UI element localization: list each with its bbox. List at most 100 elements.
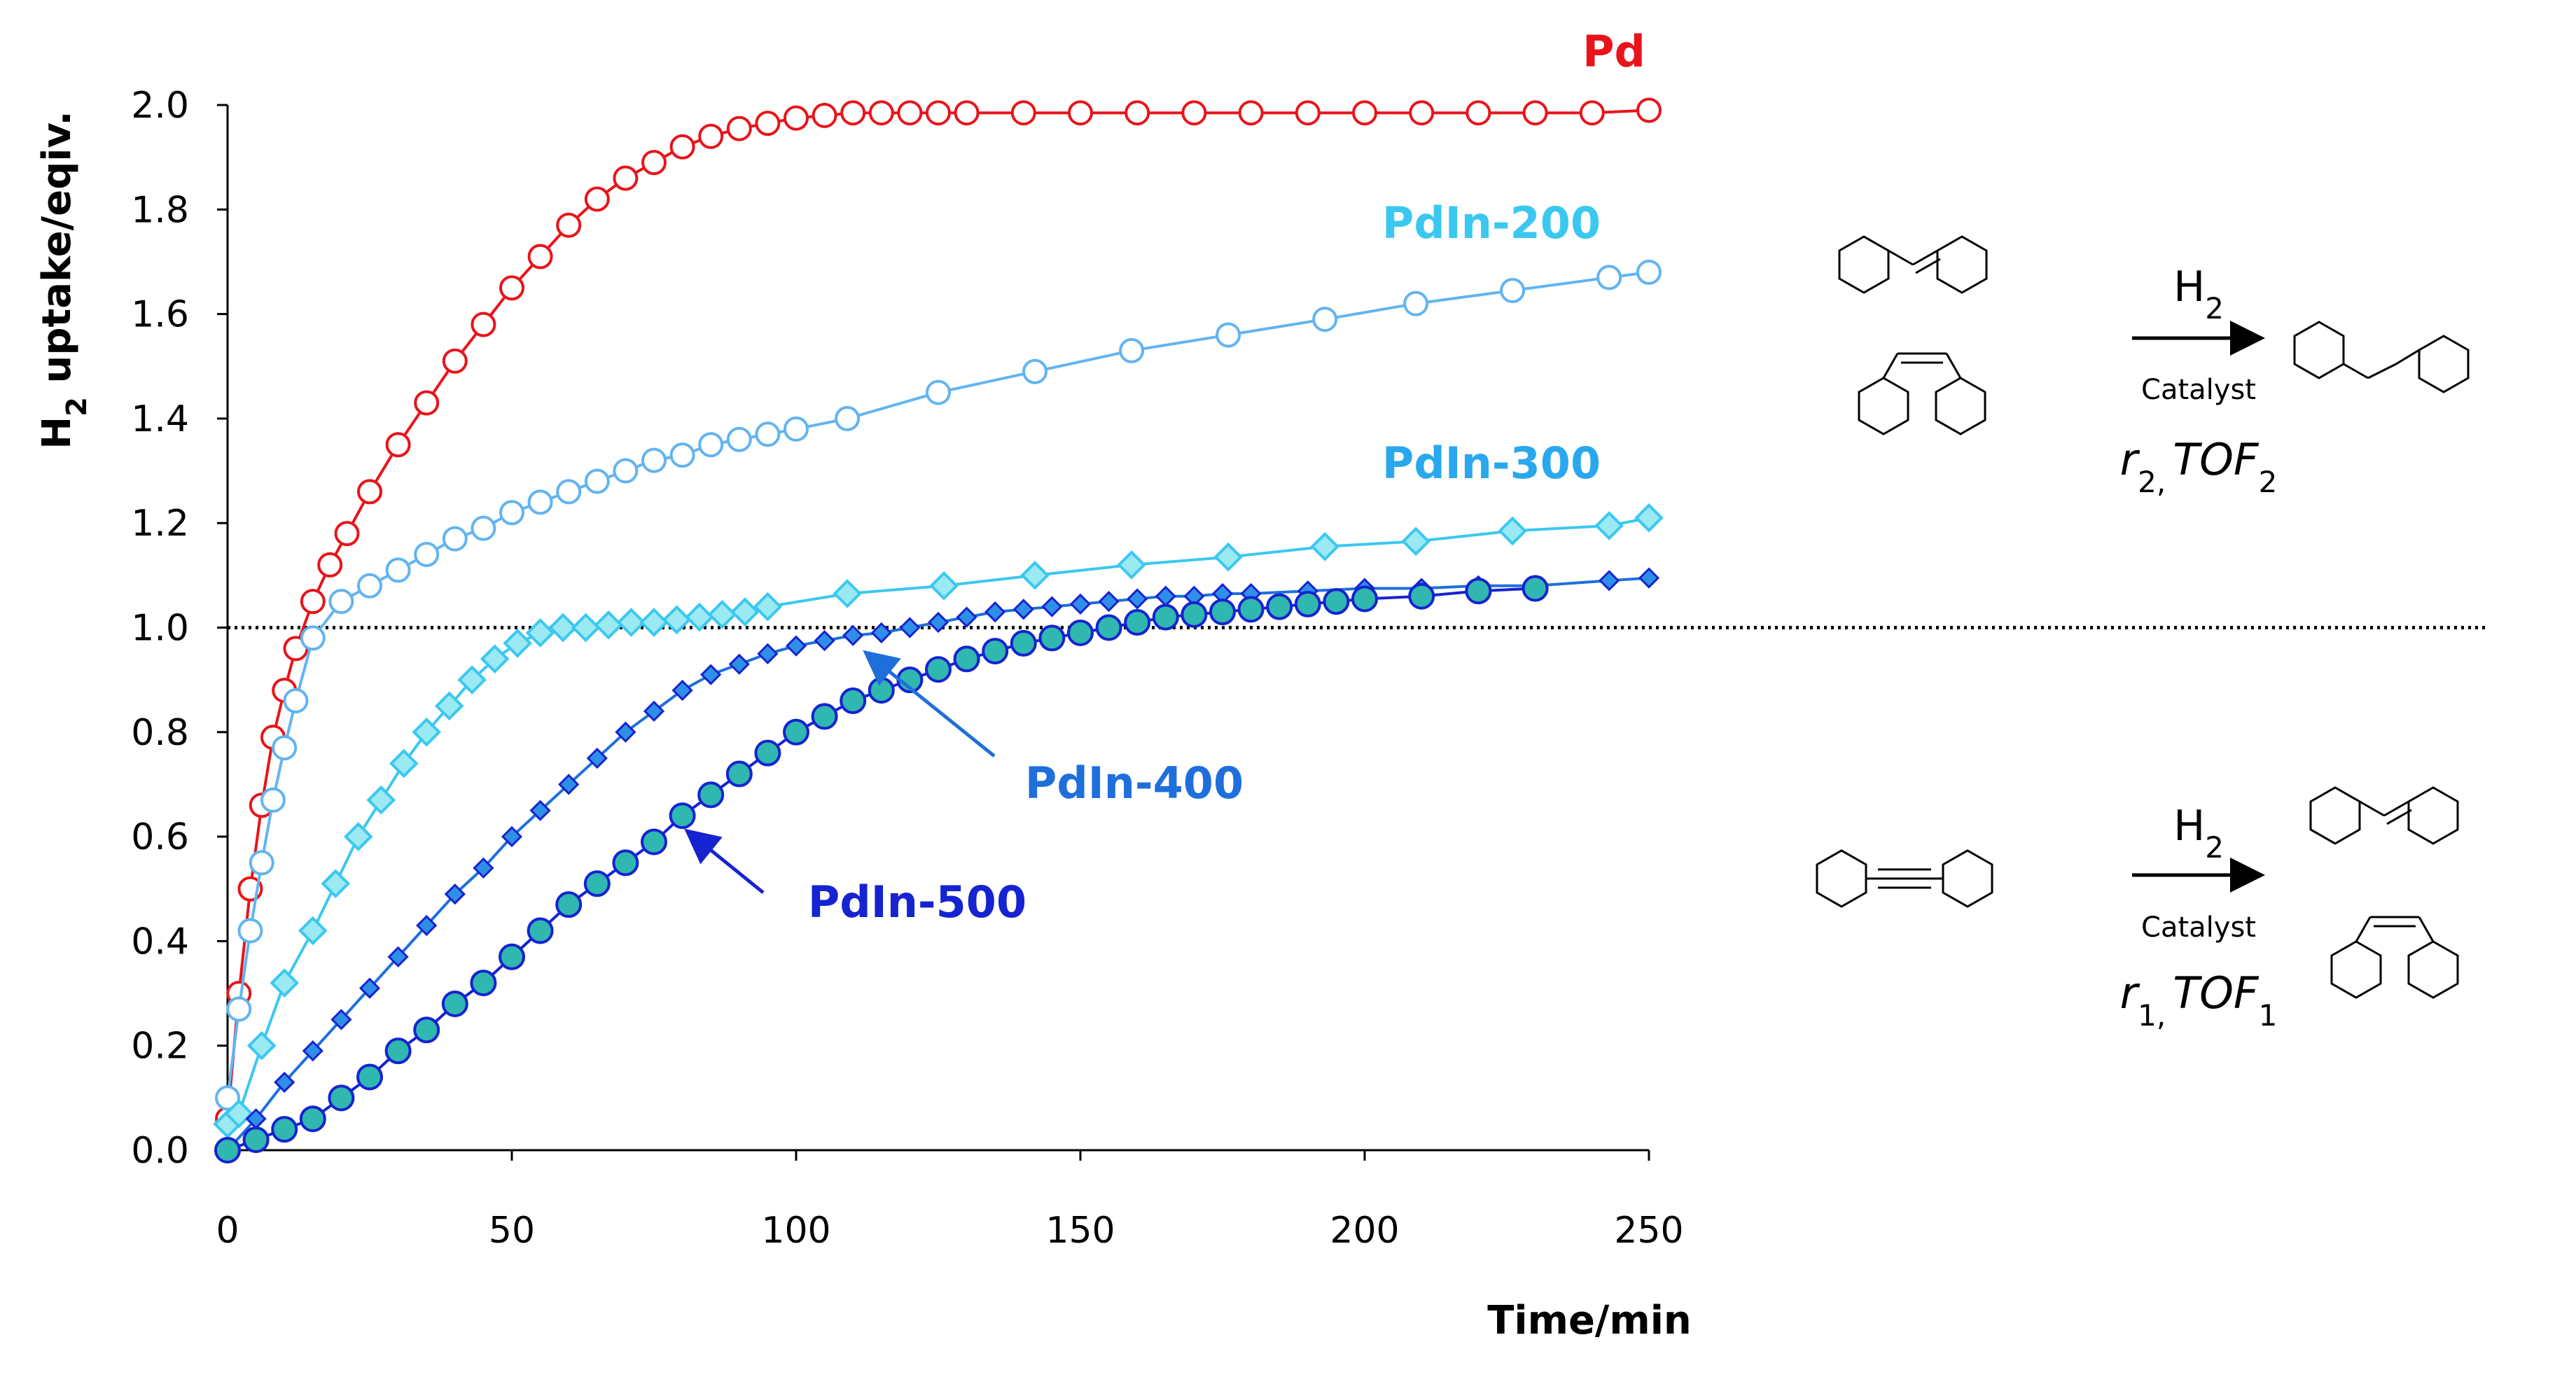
data-point-pdin-200	[835, 405, 861, 431]
data-point-pdin-500	[555, 891, 583, 918]
callout-arrow-pdin-500	[684, 828, 765, 894]
data-point-pdin-300	[548, 613, 578, 643]
data-point-pdin-500	[384, 1037, 412, 1065]
data-point-pdin-500	[356, 1063, 383, 1091]
data-point-pd	[471, 312, 496, 337]
data-point-pdin-500	[1095, 614, 1122, 641]
data-point-pdin-400	[330, 1009, 352, 1030]
data-point-pd	[1522, 100, 1548, 126]
data-point-pdin-400	[956, 606, 977, 628]
data-point-pdin-200	[272, 735, 298, 761]
data-point-pdin-200	[1596, 265, 1622, 291]
data-point-pdin-500	[1010, 629, 1037, 657]
data-point-pdin-400	[728, 653, 750, 675]
data-point-pdin-500	[840, 687, 867, 715]
data-point-pdin-300	[270, 968, 300, 998]
data-point-pdin-400	[1098, 591, 1120, 613]
y-tick-label: 0.8	[131, 712, 189, 754]
data-point-pd	[385, 432, 411, 458]
data-point-pdin-200	[1022, 358, 1048, 384]
data-point-pd	[584, 186, 610, 212]
data-point-pdin-400	[643, 700, 665, 722]
data-point-pdin-500	[299, 1105, 326, 1133]
data-point-pdin-500	[242, 1126, 270, 1154]
data-point-pdin-300	[298, 916, 328, 946]
data-point-pdin-500	[669, 802, 696, 830]
data-point-pdin-400	[785, 635, 807, 657]
data-point-pdin-200	[527, 489, 553, 515]
data-point-pdin-300	[1310, 531, 1339, 561]
data-point-pdin-300	[639, 608, 669, 637]
series-label-pdin-200: PdIn-200	[1382, 197, 1601, 249]
data-point-pd	[1352, 100, 1377, 126]
data-point-pd	[556, 212, 582, 238]
data-point-pdin-300	[1020, 561, 1050, 590]
y-tick-label: 1.4	[131, 398, 189, 440]
data-point-pdin-200	[357, 573, 382, 599]
rate-label-bottom: r1, TOF1	[2120, 967, 2278, 1033]
data-point-pd	[357, 479, 382, 505]
data-point-pd	[897, 100, 923, 126]
data-point-pdin-400	[358, 977, 381, 999]
data-point-pd	[442, 348, 468, 374]
data-point-pdin-400	[387, 946, 409, 967]
data-point-pdin-500	[1294, 590, 1321, 617]
series-label-pdin-500: PdIn-500	[808, 876, 1026, 928]
reaction-scheme-bottom: H2 Catalyst r1, TOF1	[1816, 786, 2459, 1033]
data-point-pdin-400	[1012, 599, 1034, 620]
data-point-pdin-300	[246, 1030, 277, 1061]
data-point-pd	[698, 123, 724, 149]
data-point-pdin-300	[753, 592, 783, 622]
y-tick-label: 0.4	[131, 921, 189, 963]
data-point-pdin-500	[1522, 575, 1549, 602]
bibenzyl-structure	[2293, 321, 2470, 393]
diphenylacetylene-structure	[1816, 849, 1993, 908]
data-point-pdin-400	[984, 601, 1006, 623]
data-point-pdin-400	[842, 624, 864, 646]
series-label-pdin-300: PdIn-300	[1382, 438, 1601, 489]
data-point-pdin-400	[757, 643, 779, 664]
data-point-pdin-500	[1038, 624, 1066, 652]
data-point-pd	[726, 116, 752, 141]
data-point-pdin-500	[725, 760, 753, 788]
data-point-pdin-300	[412, 717, 442, 747]
data-point-pdin-500	[441, 990, 468, 1017]
trans-stilbene-product-structure	[2309, 786, 2459, 845]
data-point-pd	[1465, 100, 1491, 126]
reagent-h2-top: H2	[2173, 263, 2224, 326]
data-point-pdin-500	[583, 870, 611, 897]
data-point-pdin-400	[586, 748, 608, 769]
data-point-pd	[1295, 100, 1321, 126]
data-point-pdin-200	[584, 468, 610, 494]
data-point-pdin-500	[1209, 599, 1236, 626]
data-point-pdin-500	[1408, 582, 1435, 610]
data-point-pdin-500	[527, 917, 554, 944]
data-point-pdin-500	[1465, 578, 1492, 605]
x-tick-label: 250	[1614, 1210, 1683, 1252]
data-point-pdin-500	[1124, 609, 1151, 636]
data-point-pdin-400	[529, 799, 551, 821]
data-point-pdin-500	[982, 638, 1009, 665]
data-point-pdin-500	[925, 656, 952, 683]
data-point-pdin-200	[1636, 259, 1662, 285]
data-point-pd	[1409, 100, 1435, 126]
data-point-pdin-200	[698, 432, 724, 458]
data-point-pdin-500	[754, 739, 781, 767]
data-point-pd	[1238, 100, 1264, 126]
data-point-pdin-200	[1403, 291, 1429, 316]
y-tick-label: 2.0	[131, 85, 189, 127]
data-point-pdin-200	[784, 416, 809, 442]
data-point-pdin-200	[414, 541, 440, 567]
data-point-pdin-500	[811, 703, 838, 730]
data-point-pd	[414, 390, 440, 416]
data-point-pd	[669, 134, 695, 160]
callout-arrow-pdin-400	[863, 650, 996, 757]
data-point-pdin-200	[249, 850, 274, 876]
data-point-pdin-400	[302, 1040, 323, 1062]
data-point-pdin-400	[1127, 588, 1148, 610]
y-tick-label: 1.0	[131, 608, 189, 650]
data-point-pdin-400	[558, 774, 580, 795]
data-point-pdin-200	[669, 442, 695, 468]
data-point-pdin-300	[503, 629, 532, 658]
data-point-pdin-200	[613, 458, 639, 484]
